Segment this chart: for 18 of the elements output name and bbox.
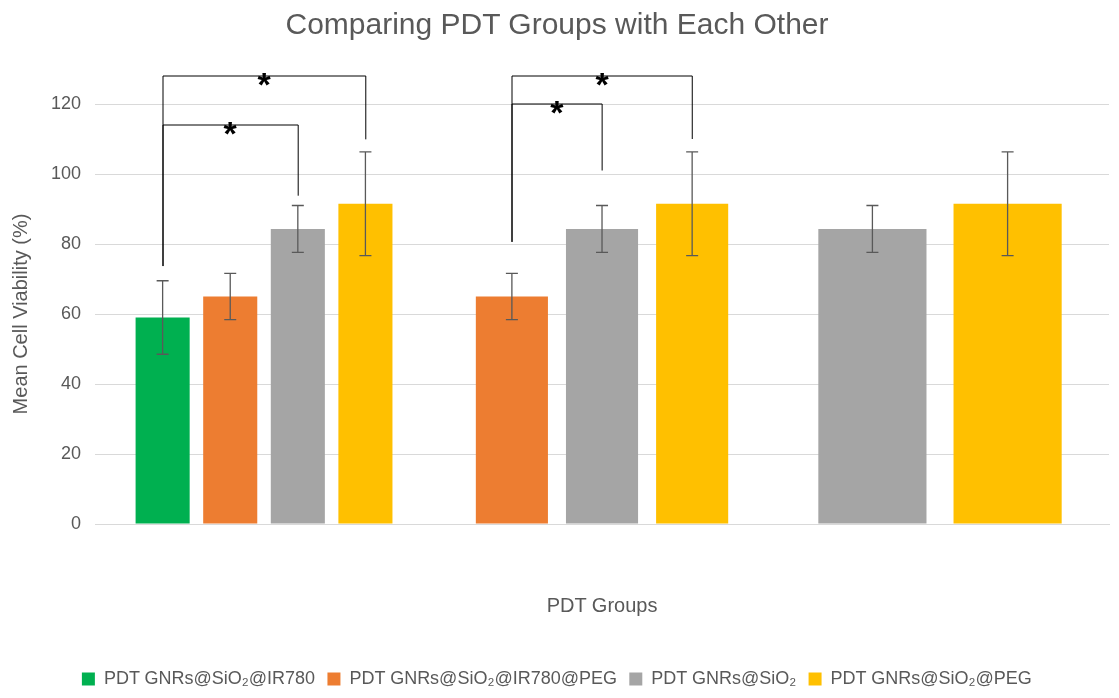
legend-label: PDT GNRs@SiO₂@PEG (830, 667, 1032, 688)
annotation: * (550, 93, 565, 131)
y-axis-title: Mean Cell Viability (%) (8, 213, 31, 415)
y-tick-label: 80 (61, 232, 82, 253)
y-tick-label: 60 (61, 302, 82, 323)
legend-label: PDT GNRs@SiO₂ (651, 667, 797, 688)
annotation: * (223, 114, 238, 152)
y-tick-label: 0 (71, 512, 82, 533)
y-tick-label: 100 (50, 162, 82, 183)
x-axis-title: PDT Groups (546, 593, 658, 616)
y-tick-label: 120 (50, 92, 82, 113)
chart-title: Comparing PDT Groups with Each Other (285, 7, 829, 41)
y-tick-label: 40 (61, 372, 82, 393)
legend-label: PDT GNRs@SiO₂@IR780 (103, 667, 316, 688)
y-tick-label: 20 (61, 442, 82, 463)
text: * (595, 65, 610, 103)
legend-label: PDT GNRs@SiO₂@IR780@PEG (349, 667, 617, 688)
text: * (257, 65, 272, 103)
